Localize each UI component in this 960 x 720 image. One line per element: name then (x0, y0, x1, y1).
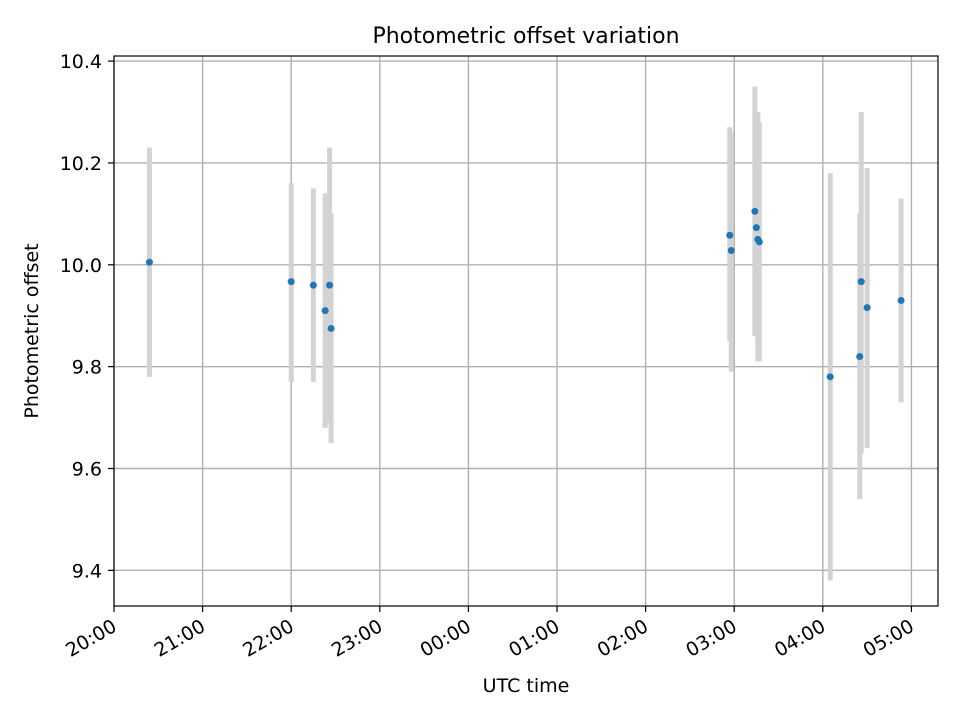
chart-title: Photometric offset variation (372, 24, 679, 49)
data-point (826, 373, 834, 381)
data-point (326, 281, 334, 289)
data-point (863, 304, 871, 312)
x-tick-label: 04:00 (771, 615, 829, 661)
errorbar-layer (146, 86, 904, 581)
x-tick-label: 21:00 (151, 615, 209, 661)
data-point (309, 281, 317, 289)
data-point (755, 238, 763, 246)
x-tick-label: 05:00 (859, 615, 917, 661)
data-point (727, 247, 735, 255)
y-tick-label: 10.0 (60, 255, 102, 277)
data-point (726, 231, 734, 239)
y-tick-label: 10.2 (60, 153, 102, 175)
point-layer (145, 207, 905, 381)
x-tick-label: 22:00 (239, 615, 297, 661)
data-point (327, 324, 335, 332)
x-axis-label: UTC time (483, 675, 570, 697)
y-tick-label: 10.4 (60, 51, 102, 73)
grid-layer (113, 56, 938, 606)
data-point (287, 278, 295, 286)
plot-frame (113, 55, 939, 607)
data-point (857, 278, 865, 286)
x-tick-label: 03:00 (682, 615, 740, 661)
x-tick-label: 01:00 (505, 615, 563, 661)
data-point (321, 307, 329, 315)
x-tick-label: 00:00 (416, 615, 474, 661)
y-tick-label: 9.6 (72, 459, 102, 481)
data-point (145, 258, 153, 266)
y-tick-label: 9.4 (72, 560, 102, 582)
x-tick-label: 23:00 (328, 615, 386, 661)
y-axis-label: Photometric offset (21, 243, 43, 418)
x-tick-label: 20:00 (62, 615, 120, 661)
data-point (751, 207, 759, 215)
data-point (856, 352, 864, 360)
x-tick-label: 02:00 (594, 615, 652, 661)
data-point (752, 224, 760, 232)
y-tick-label: 9.8 (72, 357, 102, 379)
data-point (897, 296, 905, 304)
